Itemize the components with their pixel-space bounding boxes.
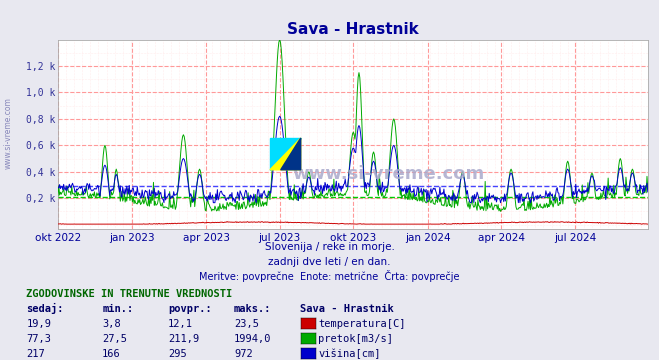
Text: 19,9: 19,9	[26, 319, 51, 329]
Polygon shape	[281, 138, 301, 170]
Title: Sava - Hrastnik: Sava - Hrastnik	[287, 22, 418, 37]
Text: min.:: min.:	[102, 304, 133, 314]
Text: Meritve: povprečne  Enote: metrične  Črta: povprečje: Meritve: povprečne Enote: metrične Črta:…	[199, 270, 460, 283]
Text: pretok[m3/s]: pretok[m3/s]	[318, 334, 393, 344]
Text: 3,8: 3,8	[102, 319, 121, 329]
Text: Slovenija / reke in morje.: Slovenija / reke in morje.	[264, 242, 395, 252]
Text: 211,9: 211,9	[168, 334, 199, 344]
Polygon shape	[270, 138, 301, 170]
Text: www.si-vreme.com: www.si-vreme.com	[3, 97, 13, 169]
Text: 166: 166	[102, 349, 121, 359]
Text: zadnji dve leti / en dan.: zadnji dve leti / en dan.	[268, 257, 391, 267]
Text: 77,3: 77,3	[26, 334, 51, 344]
Text: 12,1: 12,1	[168, 319, 193, 329]
Text: Sava - Hrastnik: Sava - Hrastnik	[300, 304, 393, 314]
Text: 972: 972	[234, 349, 252, 359]
Text: 27,5: 27,5	[102, 334, 127, 344]
Text: ZGODOVINSKE IN TRENUTNE VREDNOSTI: ZGODOVINSKE IN TRENUTNE VREDNOSTI	[26, 289, 233, 299]
Text: temperatura[C]: temperatura[C]	[318, 319, 406, 329]
Text: maks.:: maks.:	[234, 304, 272, 314]
Text: 217: 217	[26, 349, 45, 359]
Text: 1994,0: 1994,0	[234, 334, 272, 344]
Text: 23,5: 23,5	[234, 319, 259, 329]
Text: sedaj:: sedaj:	[26, 303, 64, 314]
Polygon shape	[270, 138, 301, 170]
Text: višina[cm]: višina[cm]	[318, 348, 381, 359]
Text: www.si-vreme.com: www.si-vreme.com	[293, 165, 485, 183]
Text: 295: 295	[168, 349, 186, 359]
Text: povpr.:: povpr.:	[168, 304, 212, 314]
